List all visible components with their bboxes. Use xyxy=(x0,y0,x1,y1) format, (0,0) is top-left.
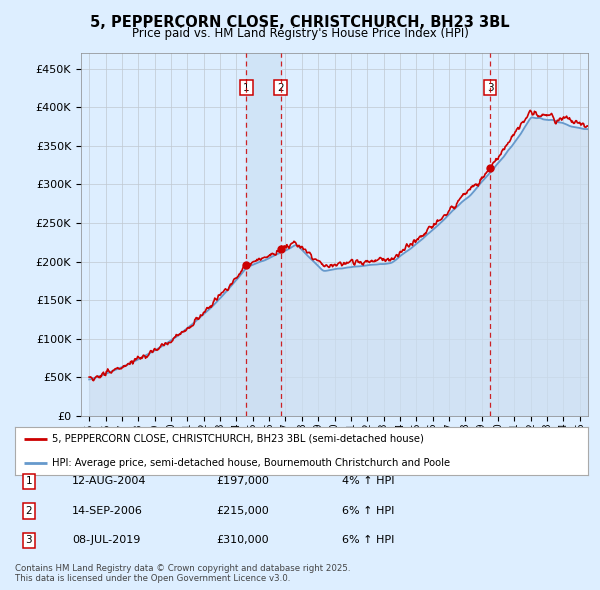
Text: 08-JUL-2019: 08-JUL-2019 xyxy=(72,536,140,545)
Text: 4% ↑ HPI: 4% ↑ HPI xyxy=(342,477,395,486)
Text: 6% ↑ HPI: 6% ↑ HPI xyxy=(342,536,394,545)
Text: HPI: Average price, semi-detached house, Bournemouth Christchurch and Poole: HPI: Average price, semi-detached house,… xyxy=(52,458,451,468)
Text: Price paid vs. HM Land Registry's House Price Index (HPI): Price paid vs. HM Land Registry's House … xyxy=(131,27,469,40)
Text: 3: 3 xyxy=(25,536,32,545)
Text: 2: 2 xyxy=(25,506,32,516)
Text: 5, PEPPERCORN CLOSE, CHRISTCHURCH, BH23 3BL (semi-detached house): 5, PEPPERCORN CLOSE, CHRISTCHURCH, BH23 … xyxy=(52,434,424,444)
Text: 3: 3 xyxy=(487,83,494,93)
Text: 6% ↑ HPI: 6% ↑ HPI xyxy=(342,506,394,516)
Text: 1: 1 xyxy=(25,477,32,486)
Text: £310,000: £310,000 xyxy=(216,536,269,545)
Bar xyxy=(247,53,281,416)
Text: 5, PEPPERCORN CLOSE, CHRISTCHURCH, BH23 3BL: 5, PEPPERCORN CLOSE, CHRISTCHURCH, BH23 … xyxy=(90,15,510,30)
Text: 12-AUG-2004: 12-AUG-2004 xyxy=(72,477,146,486)
Text: 14-SEP-2006: 14-SEP-2006 xyxy=(72,506,143,516)
Text: 1: 1 xyxy=(243,83,250,93)
Text: 2: 2 xyxy=(277,83,284,93)
Text: £197,000: £197,000 xyxy=(216,477,269,486)
Text: Contains HM Land Registry data © Crown copyright and database right 2025.
This d: Contains HM Land Registry data © Crown c… xyxy=(15,563,350,583)
Text: £215,000: £215,000 xyxy=(216,506,269,516)
